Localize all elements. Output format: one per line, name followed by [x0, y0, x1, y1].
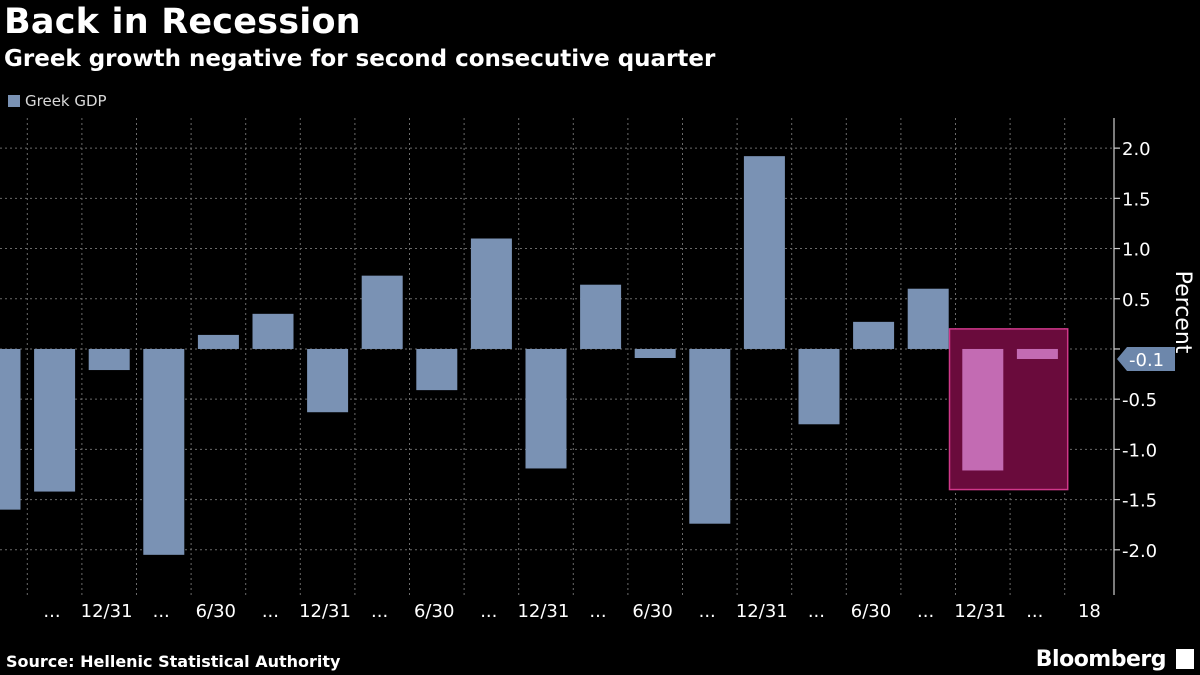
x-tick-label: ... [153, 601, 170, 622]
bar-2 [88, 348, 130, 371]
brand-logo: Bloomberg [1035, 647, 1167, 672]
bar-3 [143, 348, 185, 555]
legend: Greek GDP [8, 92, 107, 110]
bar-0 [0, 348, 21, 510]
bar-6 [307, 348, 349, 413]
chart-subtitle: Greek growth negative for second consecu… [4, 46, 716, 72]
x-tick-label: ... [480, 601, 497, 622]
y-tick-label: 1.5 [1122, 189, 1151, 210]
bar-1 [34, 348, 76, 492]
last-value-label: -0.1 [1129, 350, 1164, 371]
x-tick-label: 18 [1078, 601, 1101, 622]
bar-8 [416, 348, 458, 391]
bar-7 [361, 275, 403, 349]
bar-chart: 2.0 1.5 1.0 0.5 -0.5 -1.0 -1.5 -2.0 -0.1 Percent.… [0, 118, 1195, 622]
y-tick-label: -2.0 [1122, 541, 1157, 562]
x-tick-label: ... [917, 601, 934, 622]
y-tick-label: -1.0 [1122, 440, 1157, 461]
bar-17 [907, 288, 949, 349]
bar-9 [470, 238, 512, 349]
source-note: Source: Hellenic Statistical Authority [6, 652, 341, 671]
bar-14 [743, 156, 785, 349]
last-value-callout [1117, 347, 1175, 372]
bar-4 [197, 334, 239, 349]
x-tick-label: 12/31 [954, 601, 1006, 622]
y-tick-label: -1.5 [1122, 491, 1157, 512]
x-tick-label: 6/30 [632, 601, 672, 622]
x-tick-label: 12/31 [736, 601, 788, 622]
x-tick-label: 6/30 [851, 601, 891, 622]
x-tick-label: ... [808, 601, 825, 622]
y-tick-label: 2.0 [1122, 139, 1151, 160]
x-tick-label: ... [589, 601, 606, 622]
y-tick-label: 0.5 [1122, 290, 1151, 311]
x-tick-label: ... [1026, 601, 1043, 622]
bar-16 [853, 321, 895, 349]
bar-5 [252, 313, 294, 349]
y-tick-label: -0.5 [1122, 390, 1157, 411]
legend-swatch [8, 95, 20, 107]
legend-label: Greek GDP [25, 92, 107, 110]
bar-13 [689, 348, 731, 524]
x-tick-label: 12/31 [517, 601, 569, 622]
bar-11 [580, 284, 622, 349]
x-tick-label: ... [43, 601, 60, 622]
x-tick-label: 12/31 [81, 601, 133, 622]
bar-15 [798, 348, 840, 425]
bloomberg-icon [1176, 649, 1194, 669]
x-tick-label: 12/31 [299, 601, 351, 622]
y-tick-label: 1.0 [1122, 240, 1151, 261]
bar-12 [634, 348, 676, 359]
bar-18 [962, 348, 1004, 471]
x-tick-label: 6/30 [196, 601, 236, 622]
bar-19 [1016, 348, 1058, 360]
x-tick-label: 6/30 [414, 601, 454, 622]
x-tick-label: ... [699, 601, 716, 622]
chart-title: Back in Recession [4, 2, 361, 42]
bar-10 [525, 348, 567, 469]
y-axis-label: Percent [1170, 271, 1195, 354]
x-tick-label: ... [262, 601, 279, 622]
x-tick-label: ... [371, 601, 388, 622]
